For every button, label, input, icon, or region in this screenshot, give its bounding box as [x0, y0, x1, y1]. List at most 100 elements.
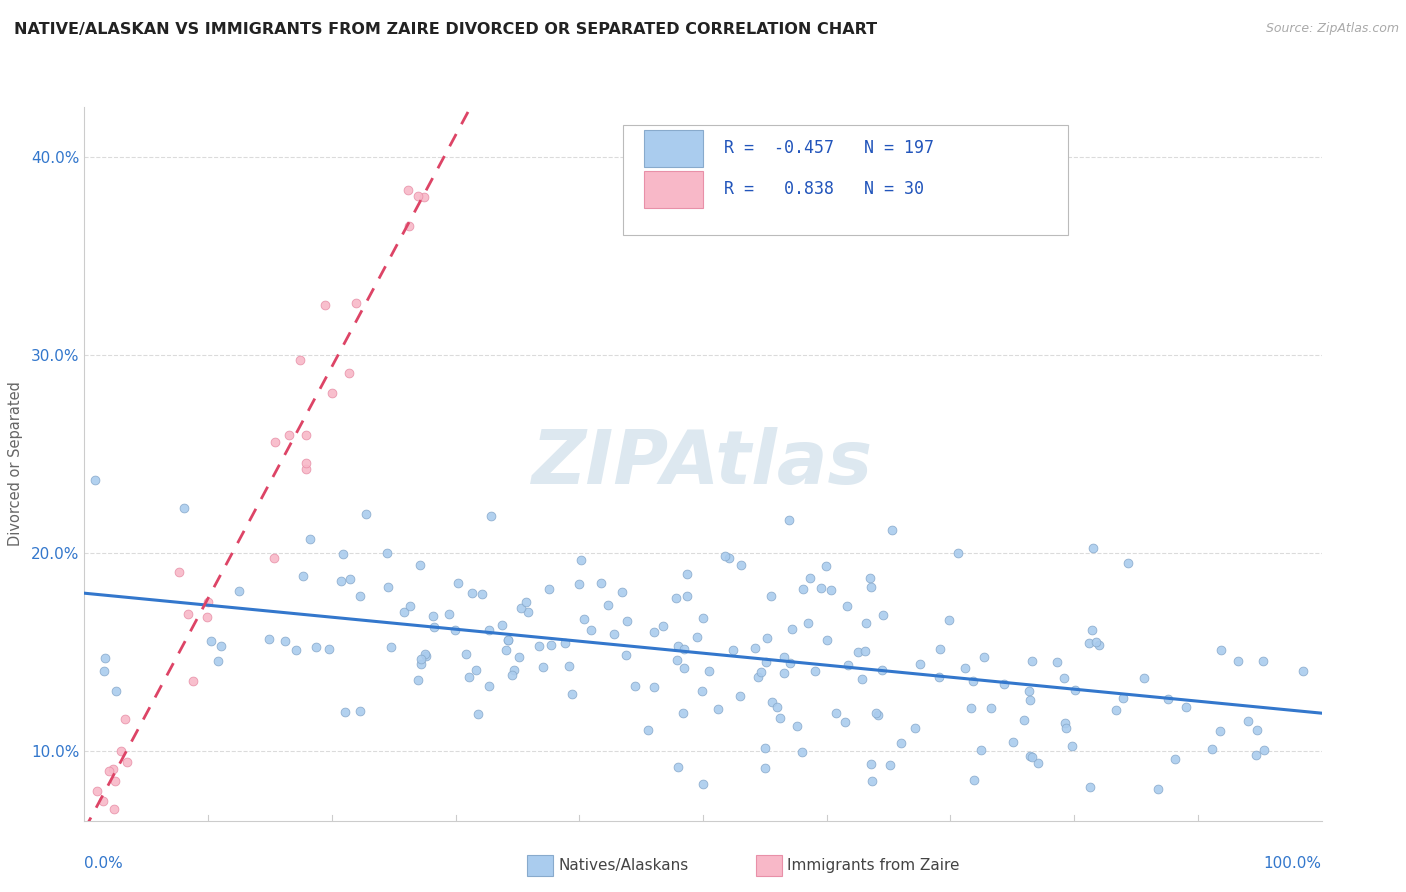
Y-axis label: Divorced or Separated: Divorced or Separated [7, 382, 22, 546]
Point [786, 718, 808, 732]
Point [865, 706, 887, 720]
Point [354, 508, 377, 522]
Point [730, 558, 752, 573]
Point [728, 689, 751, 703]
Point [963, 772, 986, 787]
Point [697, 664, 720, 678]
Point [804, 665, 827, 679]
Point [962, 674, 984, 689]
Point [1081, 541, 1104, 556]
Point [292, 569, 315, 583]
Point [114, 712, 136, 726]
Point [284, 643, 307, 657]
Point [409, 558, 432, 572]
Point [1201, 742, 1223, 756]
Text: R =  -0.457   N = 197: R = -0.457 N = 197 [724, 139, 934, 157]
Point [394, 605, 416, 619]
Point [93, 664, 115, 678]
Point [318, 642, 340, 657]
Point [273, 634, 295, 648]
Point [458, 669, 481, 683]
Point [860, 580, 883, 594]
Point [579, 623, 602, 637]
Point [82, 821, 104, 835]
Point [1018, 693, 1040, 707]
Point [714, 549, 737, 563]
Point [496, 632, 519, 647]
Point [672, 642, 695, 657]
Point [624, 679, 647, 693]
Point [207, 654, 229, 668]
Point [853, 643, 876, 657]
Point [815, 632, 838, 647]
Point [558, 659, 581, 673]
Point [872, 607, 894, 622]
Point [721, 643, 744, 657]
Point [1046, 655, 1069, 669]
Point [471, 587, 494, 601]
Point [290, 353, 312, 368]
Point [692, 777, 714, 791]
Point [814, 559, 837, 574]
Point [834, 715, 856, 730]
Point [797, 615, 820, 630]
Point [1146, 781, 1168, 796]
Point [294, 457, 316, 471]
Point [824, 706, 846, 721]
Point [456, 647, 478, 661]
Point [754, 762, 776, 776]
Point [665, 591, 688, 606]
Point [860, 774, 883, 789]
Point [510, 601, 533, 615]
Point [263, 550, 285, 565]
Point [666, 760, 689, 774]
Point [666, 639, 689, 653]
Point [973, 650, 995, 665]
Text: ZIPAtlas: ZIPAtlas [533, 427, 873, 500]
Point [652, 619, 675, 633]
Point [773, 665, 796, 680]
Point [1112, 691, 1135, 706]
Point [744, 640, 766, 655]
Point [1002, 735, 1025, 749]
Point [569, 552, 592, 566]
Point [478, 680, 501, 694]
Point [531, 660, 554, 674]
Point [690, 683, 713, 698]
Point [980, 701, 1002, 715]
Point [409, 651, 432, 665]
Point [993, 677, 1015, 691]
Point [561, 687, 583, 701]
Point [495, 643, 517, 657]
Point [1054, 722, 1077, 736]
Point [1088, 638, 1111, 652]
Point [692, 611, 714, 625]
Point [228, 583, 250, 598]
Point [616, 614, 638, 628]
Point [263, 434, 285, 449]
Text: NATIVE/ALASKAN VS IMMIGRANTS FROM ZAIRE DIVORCED OR SEPARATED CORRELATION CHART: NATIVE/ALASKAN VS IMMIGRANTS FROM ZAIRE … [14, 22, 877, 37]
Point [1116, 556, 1139, 570]
Point [83, 473, 105, 487]
Point [1054, 716, 1077, 731]
Point [759, 589, 782, 603]
Point [295, 462, 318, 476]
Point [177, 607, 200, 622]
Point [94, 650, 117, 665]
Point [478, 623, 501, 637]
Text: Source: ZipAtlas.com: Source: ZipAtlas.com [1265, 22, 1399, 36]
Point [398, 219, 420, 233]
Point [515, 595, 537, 609]
Point [496, 632, 519, 647]
Point [676, 567, 699, 582]
Point [115, 755, 138, 769]
Point [643, 624, 665, 639]
Point [1018, 684, 1040, 698]
Point [959, 700, 981, 714]
Point [380, 640, 402, 655]
Point [110, 744, 132, 758]
Point [197, 595, 219, 609]
Point [880, 523, 903, 537]
Point [614, 648, 637, 663]
Point [1157, 691, 1180, 706]
